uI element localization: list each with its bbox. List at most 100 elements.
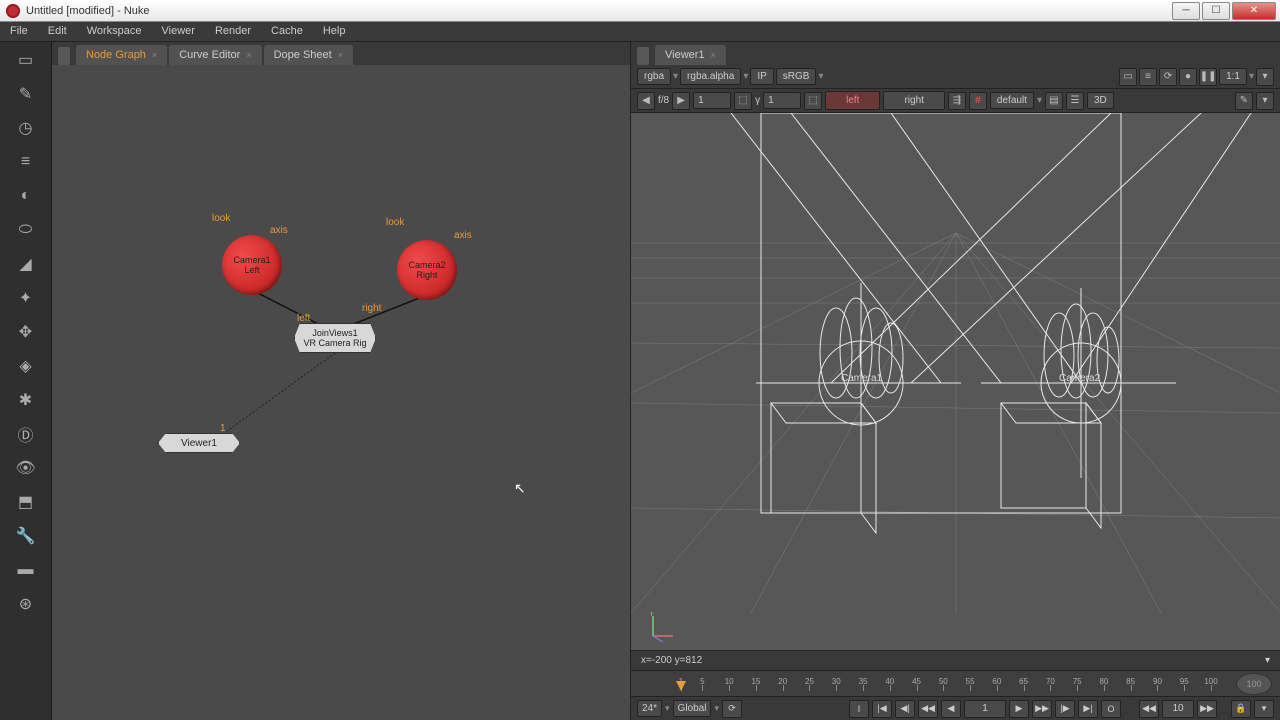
zoom-select[interactable]: 1:1 — [1219, 68, 1247, 85]
alpha-select[interactable]: rgba.alpha — [680, 68, 741, 85]
fps-select[interactable]: 24* — [637, 700, 662, 717]
lut-label[interactable]: IP — [750, 68, 773, 85]
stereo-icon[interactable]: ⇶ — [948, 92, 966, 110]
timeline[interactable]: 1510152025303540455055606570758085909510… — [631, 670, 1280, 696]
close-button[interactable]: ✕ — [1232, 2, 1276, 20]
options-icon[interactable]: ☰ — [1066, 92, 1084, 110]
tool-all-icon[interactable]: ⊛ — [16, 594, 36, 614]
node-sublabel: VR Camera Rig — [303, 338, 366, 348]
tool-metadata-icon[interactable]: ⬒ — [16, 492, 36, 512]
tool-color-icon[interactable]: ◐ — [16, 186, 36, 206]
close-icon[interactable]: × — [152, 50, 157, 60]
gamma-input[interactable] — [763, 92, 801, 109]
tool-other-icon[interactable]: ▬ — [16, 560, 36, 580]
more-icon[interactable]: ▾ — [1254, 700, 1274, 718]
step-back-icon[interactable]: ◀◀ — [918, 700, 938, 718]
view-right-button[interactable]: right — [883, 91, 944, 110]
pause-icon[interactable]: ❚❚ — [1199, 68, 1217, 86]
node-label: Viewer1 — [181, 438, 217, 449]
tab-handle-icon[interactable] — [637, 47, 649, 65]
viewport-3d[interactable]: Camera1 Camera2 — [631, 113, 1280, 650]
left-tab-bar: Node Graph× Curve Editor × Dope Sheet× — [52, 42, 630, 65]
skip-input[interactable] — [1162, 700, 1194, 718]
close-icon[interactable]: × — [246, 50, 251, 60]
tool-draw-icon[interactable]: ✎ — [16, 84, 36, 104]
dropdown-icon[interactable]: ▾ — [1256, 68, 1274, 86]
grid-icon[interactable]: # — [969, 92, 987, 110]
frame-input[interactable] — [964, 700, 1006, 718]
node-graph-canvas[interactable]: Camera1 Left look axis Camera2 Right loo… — [52, 65, 630, 720]
view-left-button[interactable]: left — [825, 91, 880, 110]
last-frame-icon[interactable]: ▶| — [1078, 700, 1098, 718]
mode-select[interactable]: 3D — [1087, 92, 1114, 109]
in-point-icon[interactable]: I — [849, 700, 869, 718]
step-fwd-icon[interactable]: ▶▶ — [1032, 700, 1052, 718]
menu-cache[interactable]: Cache — [261, 22, 313, 41]
dropdown-icon[interactable]: ▾ — [1256, 92, 1274, 110]
tool-transform-icon[interactable]: ✥ — [16, 322, 36, 342]
tool-image-icon[interactable]: ▭ — [16, 50, 36, 70]
node-label: Camera2 — [408, 260, 445, 270]
play-back-icon[interactable]: ◀ — [941, 700, 961, 718]
svg-text:Y: Y — [649, 612, 655, 618]
pen-icon[interactable]: ✎ — [1235, 92, 1253, 110]
play-icon[interactable]: ▶ — [1009, 700, 1029, 718]
close-icon[interactable]: × — [338, 50, 343, 60]
tool-particles-icon[interactable]: ✱ — [16, 390, 36, 410]
tab-label: Curve Editor — [179, 49, 240, 61]
first-frame-icon[interactable]: |◀ — [872, 700, 892, 718]
skip-back-icon[interactable]: ◀◀ — [1139, 700, 1159, 718]
space-select[interactable]: Global — [673, 700, 712, 717]
out-point-icon[interactable]: O — [1101, 700, 1121, 718]
app-icon — [6, 4, 20, 18]
menu-render[interactable]: Render — [205, 22, 261, 41]
maximize-button[interactable]: ☐ — [1202, 2, 1230, 20]
next-icon[interactable]: ▶ — [672, 92, 690, 110]
node-joinviews[interactable]: JoinViews1 VR Camera Rig — [294, 323, 376, 353]
menu-help[interactable]: Help — [313, 22, 356, 41]
list-icon[interactable]: ≡ — [1139, 68, 1157, 86]
tool-views-icon[interactable]: 👁 — [16, 458, 36, 478]
tool-toolsets-icon[interactable]: 🔧 — [16, 526, 36, 546]
colorspace-select[interactable]: sRGB — [776, 68, 817, 85]
tab-handle-icon[interactable] — [58, 47, 70, 65]
menu-workspace[interactable]: Workspace — [77, 22, 152, 41]
prev-icon[interactable]: ◀ — [637, 92, 655, 110]
tool-merge-icon[interactable]: ✦ — [16, 288, 36, 308]
lock-icon[interactable]: 🔒 — [1231, 700, 1251, 718]
tool-deep-icon[interactable]: Ⓓ — [16, 424, 36, 444]
tool-filter-icon[interactable]: ⬭ — [16, 220, 36, 240]
tab-curve-editor[interactable]: Curve Editor × — [169, 45, 261, 65]
tab-dope-sheet[interactable]: Dope Sheet× — [264, 45, 353, 65]
clip-icon[interactable]: ▭ — [1119, 68, 1137, 86]
close-icon[interactable]: × — [711, 50, 716, 60]
preset-select[interactable]: default — [990, 92, 1034, 109]
histogram-icon[interactable]: ⬚ — [734, 92, 752, 110]
menu-edit[interactable]: Edit — [38, 22, 77, 41]
tab-viewer1[interactable]: Viewer1× — [655, 45, 726, 65]
record-icon[interactable]: ● — [1179, 68, 1197, 86]
tool-time-icon[interactable]: ◷ — [16, 118, 36, 138]
exposure-input[interactable] — [693, 92, 731, 109]
tool-keyer-icon[interactable]: ◢ — [16, 254, 36, 274]
menu-viewer[interactable]: Viewer — [152, 22, 205, 41]
menu-file[interactable]: File — [0, 22, 38, 41]
chevron-down-icon[interactable]: ▾ — [1265, 655, 1270, 666]
node-camera1[interactable]: Camera1 Left — [222, 235, 282, 295]
port-look: look — [386, 217, 404, 228]
settings-icon[interactable]: ⬚ — [804, 92, 822, 110]
sync-icon[interactable]: ⟳ — [722, 700, 742, 718]
node-viewer[interactable]: Viewer1 — [158, 433, 240, 453]
prev-key-icon[interactable]: ◀| — [895, 700, 915, 718]
node-camera2[interactable]: Camera2 Right — [397, 240, 457, 300]
refresh-icon[interactable]: ⟳ — [1159, 68, 1177, 86]
tool-channel-icon[interactable]: ≡ — [16, 152, 36, 172]
tool-3d-icon[interactable]: ◈ — [16, 356, 36, 376]
viewer-panel: Viewer1× rgba▾ rgba.alpha▾ IP sRGB▾ ▭ ≡ … — [630, 42, 1280, 720]
layers-icon[interactable]: ▤ — [1045, 92, 1063, 110]
channel-select[interactable]: rgba — [637, 68, 671, 85]
tab-node-graph[interactable]: Node Graph× — [76, 45, 167, 65]
minimize-button[interactable]: ─ — [1172, 2, 1200, 20]
skip-fwd-icon[interactable]: ▶▶ — [1197, 700, 1217, 718]
next-key-icon[interactable]: |▶ — [1055, 700, 1075, 718]
